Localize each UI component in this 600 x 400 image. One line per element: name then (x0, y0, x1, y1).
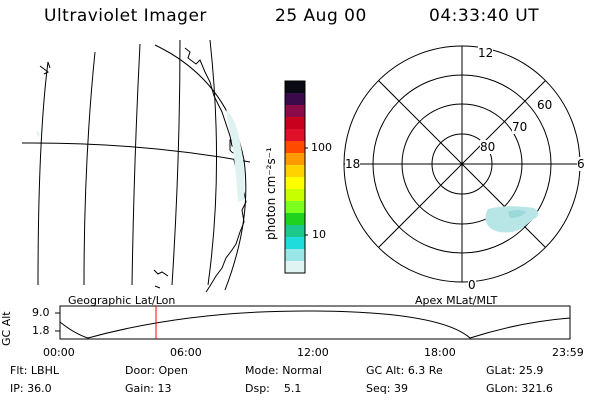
colorbar-band (285, 153, 305, 166)
coastline (205, 191, 247, 293)
colorbar-band (285, 213, 305, 226)
geographic-map (21, 39, 251, 293)
colorbar-band (285, 129, 305, 142)
colorbar-band (285, 249, 305, 262)
colorbar-tick-100: 100 (311, 141, 332, 154)
altitude-chart (55, 305, 571, 340)
altitude-xtick-0: 00:00 (43, 346, 75, 359)
meridian-line (37, 61, 49, 286)
aurora-emission (226, 110, 245, 202)
info-mode: Mode: Normal (245, 364, 322, 377)
geographic-label: Geographic Lat/Lon (68, 294, 176, 307)
colorbar-unit-label: photon cm⁻²s⁻¹ (264, 147, 278, 240)
altitude-xtick-24: 23:59 (552, 346, 584, 359)
colorbar (284, 80, 308, 274)
info-door: Door: Open (125, 364, 188, 377)
mlt-label-18: 18 (345, 157, 361, 171)
info-dsp: Dsp: 5.1 (245, 382, 302, 395)
mlt-label-12: 12 (478, 46, 494, 60)
instrument-title: Ultraviolet Imager (44, 6, 207, 26)
colorbar-band (285, 225, 305, 238)
lat-label-70: 70 (512, 120, 528, 134)
altitude-ytick-9: 9.0 (32, 306, 50, 319)
meridian-line (171, 39, 181, 286)
altitude-curve (59, 310, 571, 339)
colorbar-band (285, 201, 305, 214)
meridian-line (207, 39, 218, 286)
colorbar-band (285, 237, 305, 250)
mlt-label-0: 0 (468, 278, 476, 292)
altitude-ylabel: GC Alt (0, 311, 13, 346)
info-glat: GLat: 25.9 (486, 364, 544, 377)
colorbar-band (285, 117, 305, 130)
altitude-ytick-1-8: 1.8 (32, 324, 50, 337)
colorbar-band (285, 189, 305, 202)
colorbar-band (285, 165, 305, 178)
info-ip: IP: 36.0 (10, 382, 52, 395)
lat-label-60: 60 (537, 98, 553, 112)
altitude-xtick-18: 18:00 (424, 346, 456, 359)
aurora-oval (485, 206, 539, 233)
colorbar-band (285, 81, 305, 94)
info-glon: GLon: 321.6 (486, 382, 553, 395)
limb-line (154, 44, 247, 291)
info-seq: Seq: 39 (366, 382, 408, 395)
info-flt: Flt: LBHL (10, 364, 59, 377)
meridian-line (131, 43, 141, 286)
time-label: 04:33:40 UT (429, 6, 540, 26)
meridian-line (83, 51, 96, 286)
colorbar-band (285, 177, 305, 190)
colorbar-band (285, 261, 305, 274)
date-label: 25 Aug 00 (275, 6, 367, 26)
polar-plot (343, 45, 581, 283)
info-gain: Gain: 13 (125, 382, 172, 395)
altitude-xtick-6: 06:00 (170, 346, 202, 359)
colorbar-tick-10: 10 (312, 228, 326, 241)
info-gc-alt: GC Alt: 6.3 Re (366, 364, 443, 377)
mlt-line-diag (378, 80, 546, 248)
altitude-xtick-12: 12:00 (297, 346, 329, 359)
parallel-line (21, 142, 251, 163)
lat-label-80: 80 (480, 140, 496, 154)
colorbar-band (285, 141, 305, 154)
colorbar-band (285, 93, 305, 106)
colorbar-band (285, 105, 305, 118)
apex-label: Apex MLat/MLT (415, 294, 498, 307)
mlt-label-6: 6 (577, 157, 585, 171)
